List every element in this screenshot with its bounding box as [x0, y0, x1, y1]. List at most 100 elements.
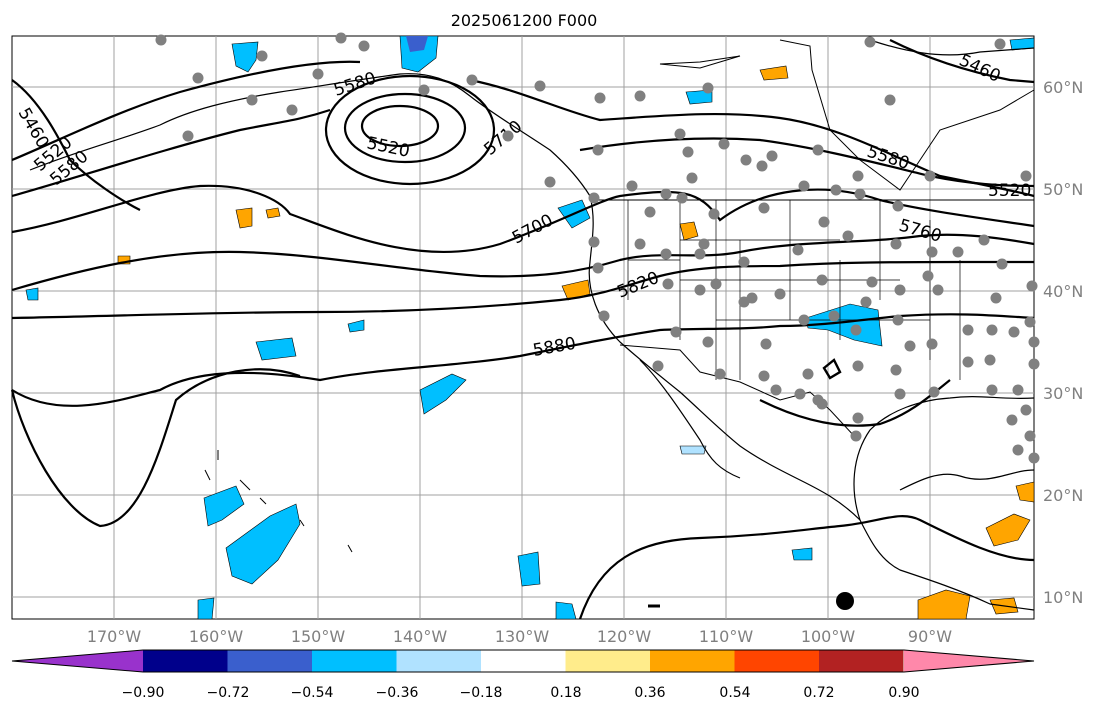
shade-blue — [255, 337, 297, 361]
station-marker — [864, 36, 876, 48]
station-marker — [694, 284, 706, 296]
coastline — [29, 73, 1035, 611]
lon-label: 170°W — [87, 627, 142, 646]
colorbar-tick-label: 0.18 — [550, 685, 581, 701]
station-marker — [904, 340, 916, 352]
shaded-fields — [25, 35, 1035, 620]
contour-5880-gulf — [759, 379, 951, 427]
station-marker — [760, 338, 772, 350]
station-marker — [418, 84, 430, 96]
colorbar-segment — [904, 650, 1034, 672]
station-marker — [694, 248, 706, 260]
colorbar-outline — [11, 649, 1035, 673]
shade-orange — [265, 207, 281, 219]
station-marker — [740, 154, 752, 166]
station-marker — [534, 80, 546, 92]
contour-5520-west — [11, 60, 361, 162]
colorbar-tick-label: −0.18 — [460, 685, 503, 701]
station-marker — [798, 180, 810, 192]
contour-5880-loop — [10, 368, 301, 528]
station-marker — [1026, 280, 1038, 292]
lon-label: 100°W — [801, 627, 856, 646]
station-marker — [852, 412, 864, 424]
colorbar-segment — [650, 650, 735, 672]
station-marker — [816, 274, 828, 286]
shade-blue — [517, 551, 541, 587]
shade-orange — [759, 65, 789, 81]
colorbar-tick-label: −0.54 — [291, 685, 334, 701]
colorbar-tick-label: 0.90 — [888, 685, 919, 701]
border-mexico — [619, 344, 857, 439]
colorbar-tick-label: 0.36 — [634, 685, 665, 701]
shade-blue — [231, 41, 259, 73]
station-marker — [852, 170, 864, 182]
map-frame — [11, 35, 1035, 620]
station-marker — [892, 314, 904, 326]
lat-axis-labels: 60°N 50°N 40°N 30°N 20°N 10°N — [1043, 78, 1083, 607]
station-markers — [155, 32, 1040, 464]
station-marker — [758, 202, 770, 214]
station-marker — [676, 192, 688, 204]
lat-label: 30°N — [1043, 384, 1083, 403]
contour-5880 — [11, 313, 1035, 407]
station-marker — [884, 94, 896, 106]
station-marker — [1012, 444, 1024, 456]
shade-blue — [25, 287, 39, 301]
station-marker — [830, 184, 842, 196]
station-marker — [766, 150, 778, 162]
station-marker — [738, 256, 750, 268]
station-marker — [866, 276, 878, 288]
station-marker — [774, 288, 786, 300]
station-marker — [922, 270, 934, 282]
station-marker — [984, 354, 996, 366]
station-marker — [1008, 326, 1020, 338]
lat-label: 40°N — [1043, 282, 1083, 301]
station-marker — [256, 50, 268, 62]
contour-small-loop — [822, 358, 842, 380]
station-marker — [155, 34, 167, 46]
shade-blue — [347, 319, 365, 333]
contour-5520-east — [579, 137, 1035, 188]
hudson-coast — [869, 39, 1035, 56]
station-marker — [652, 360, 664, 372]
station-marker — [770, 384, 782, 396]
station-marker — [702, 336, 714, 348]
station-marker — [592, 144, 604, 156]
station-marker-black — [836, 592, 854, 610]
station-marker — [990, 292, 1002, 304]
shade-blue — [197, 597, 215, 620]
baja-coast — [639, 359, 741, 479]
station-marker — [718, 138, 730, 150]
lat-label: 60°N — [1043, 78, 1083, 97]
state-borders — [627, 200, 961, 380]
station-marker — [758, 370, 770, 382]
station-marker — [1028, 336, 1040, 348]
station-marker — [634, 90, 646, 102]
shade-blue — [203, 485, 245, 527]
lon-label: 90°W — [908, 627, 952, 646]
contour-5460-west — [11, 79, 141, 211]
gulf-coast — [853, 396, 1035, 521]
lat-label: 20°N — [1043, 486, 1083, 505]
station-marker — [890, 364, 902, 376]
station-marker — [686, 172, 698, 184]
station-marker — [962, 356, 974, 368]
lon-label: 120°W — [597, 627, 652, 646]
station-marker — [182, 130, 194, 142]
shade-orange — [679, 221, 699, 241]
colorbar-segment — [734, 650, 819, 672]
station-marker — [312, 68, 324, 80]
station-marker — [894, 388, 906, 400]
station-marker — [1024, 316, 1036, 328]
station-marker — [926, 246, 938, 258]
colorbar-segment — [12, 650, 143, 672]
station-marker — [588, 192, 600, 204]
station-marker — [842, 230, 854, 242]
contour-5520-low — [343, 92, 467, 164]
station-marker — [738, 296, 750, 308]
station-marker — [502, 130, 514, 142]
station-marker — [466, 74, 478, 86]
colorbar-segment — [227, 650, 312, 672]
shade-blue — [419, 373, 467, 415]
station-marker — [1006, 414, 1018, 426]
